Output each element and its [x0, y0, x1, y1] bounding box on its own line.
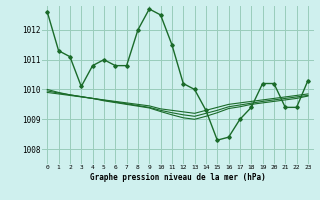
X-axis label: Graphe pression niveau de la mer (hPa): Graphe pression niveau de la mer (hPa): [90, 173, 266, 182]
